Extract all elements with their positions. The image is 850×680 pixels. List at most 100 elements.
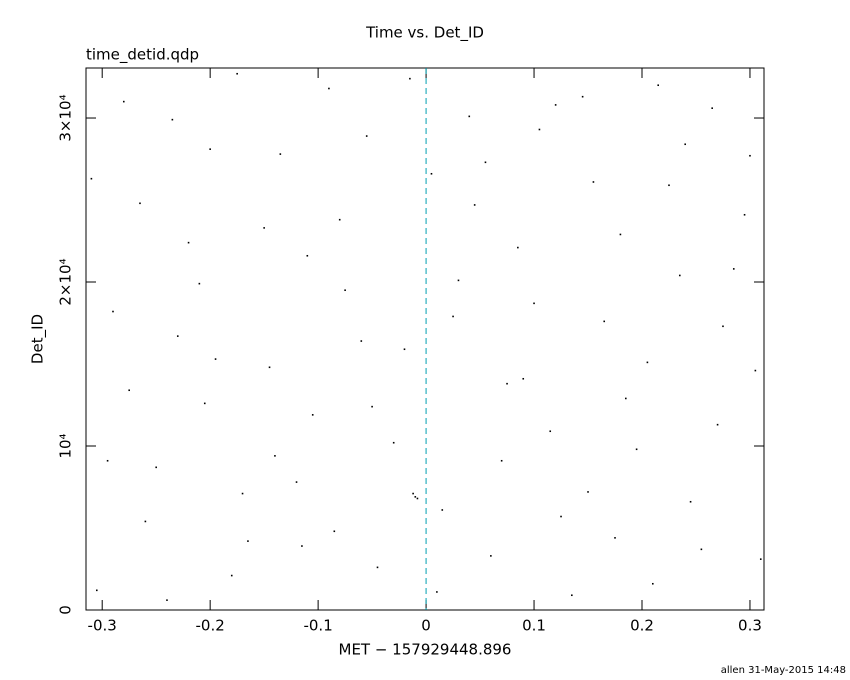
point — [614, 537, 616, 539]
point — [743, 213, 746, 216]
point — [473, 204, 476, 206]
point — [635, 448, 638, 451]
point — [711, 107, 713, 109]
y-tick-label: 3×10⁴ — [57, 94, 75, 141]
point — [538, 128, 541, 131]
point — [360, 340, 363, 342]
x-tick-label: 0.2 — [630, 617, 654, 635]
point — [144, 520, 147, 523]
point — [344, 289, 346, 292]
point — [430, 172, 433, 175]
point — [500, 459, 503, 462]
point — [333, 530, 336, 533]
point — [657, 84, 659, 87]
point — [646, 361, 649, 364]
point — [441, 509, 444, 511]
point — [403, 348, 406, 351]
x-tick-label: -0.1 — [303, 617, 332, 635]
point — [268, 366, 271, 369]
point — [409, 77, 411, 80]
point — [122, 100, 125, 103]
x-tick-label: -0.2 — [196, 617, 225, 635]
x-tick-label: 0.3 — [738, 617, 762, 635]
point — [581, 95, 584, 98]
chart-subtitle: time_detid.qdp — [86, 46, 199, 65]
point — [392, 441, 395, 444]
point — [274, 455, 276, 457]
point — [176, 335, 179, 337]
plot-frame — [85, 67, 765, 611]
point — [549, 430, 552, 433]
point — [187, 241, 190, 244]
point — [328, 87, 330, 90]
x-tick-label: -0.3 — [88, 617, 117, 635]
point — [603, 320, 606, 323]
point — [376, 566, 379, 569]
point — [139, 202, 141, 205]
chart-title: Time vs. Det_ID — [365, 24, 484, 43]
point — [490, 555, 492, 557]
point — [112, 310, 114, 313]
point — [732, 268, 735, 270]
point — [700, 548, 703, 551]
point — [506, 382, 508, 385]
point — [522, 377, 525, 380]
point — [106, 459, 109, 462]
point — [452, 315, 454, 318]
point — [684, 143, 686, 146]
point — [468, 115, 471, 118]
point — [241, 492, 244, 495]
point — [587, 491, 589, 493]
point — [436, 591, 438, 593]
point — [668, 184, 670, 187]
point — [749, 154, 751, 157]
point — [198, 282, 201, 285]
point — [90, 177, 93, 180]
point — [338, 218, 341, 221]
point — [689, 500, 692, 503]
y-tick-label: 10⁴ — [57, 433, 75, 458]
point — [279, 153, 282, 155]
point — [301, 545, 303, 547]
point — [457, 279, 460, 282]
point — [155, 466, 157, 469]
point — [306, 254, 309, 257]
point — [209, 148, 211, 150]
point — [263, 227, 265, 229]
point — [203, 402, 206, 405]
point — [171, 118, 174, 121]
point — [247, 540, 249, 542]
point — [533, 302, 535, 305]
point — [571, 594, 573, 597]
point — [651, 582, 654, 585]
y-axis-label: Det_ID — [29, 314, 48, 364]
point — [716, 423, 719, 426]
point — [484, 161, 487, 164]
point — [128, 389, 130, 392]
point — [625, 397, 627, 400]
point — [416, 497, 419, 500]
x-tick-label: 0 — [421, 617, 431, 635]
x-axis-label: MET − 157929448.896 — [339, 641, 512, 659]
y-tick-label: 0 — [57, 605, 75, 615]
point — [95, 589, 98, 592]
point — [414, 496, 417, 498]
point — [412, 492, 414, 495]
point — [371, 405, 373, 408]
point — [230, 574, 233, 577]
point — [166, 599, 168, 601]
point — [365, 135, 368, 137]
point — [311, 414, 314, 416]
point — [214, 358, 217, 360]
point — [236, 72, 238, 75]
point — [619, 233, 622, 236]
y-tick-label: 2×10⁴ — [57, 258, 75, 305]
point — [754, 369, 757, 372]
point — [722, 325, 724, 328]
point — [517, 246, 519, 249]
point — [759, 558, 762, 560]
point — [554, 104, 557, 106]
point — [678, 274, 681, 277]
point — [295, 481, 298, 483]
